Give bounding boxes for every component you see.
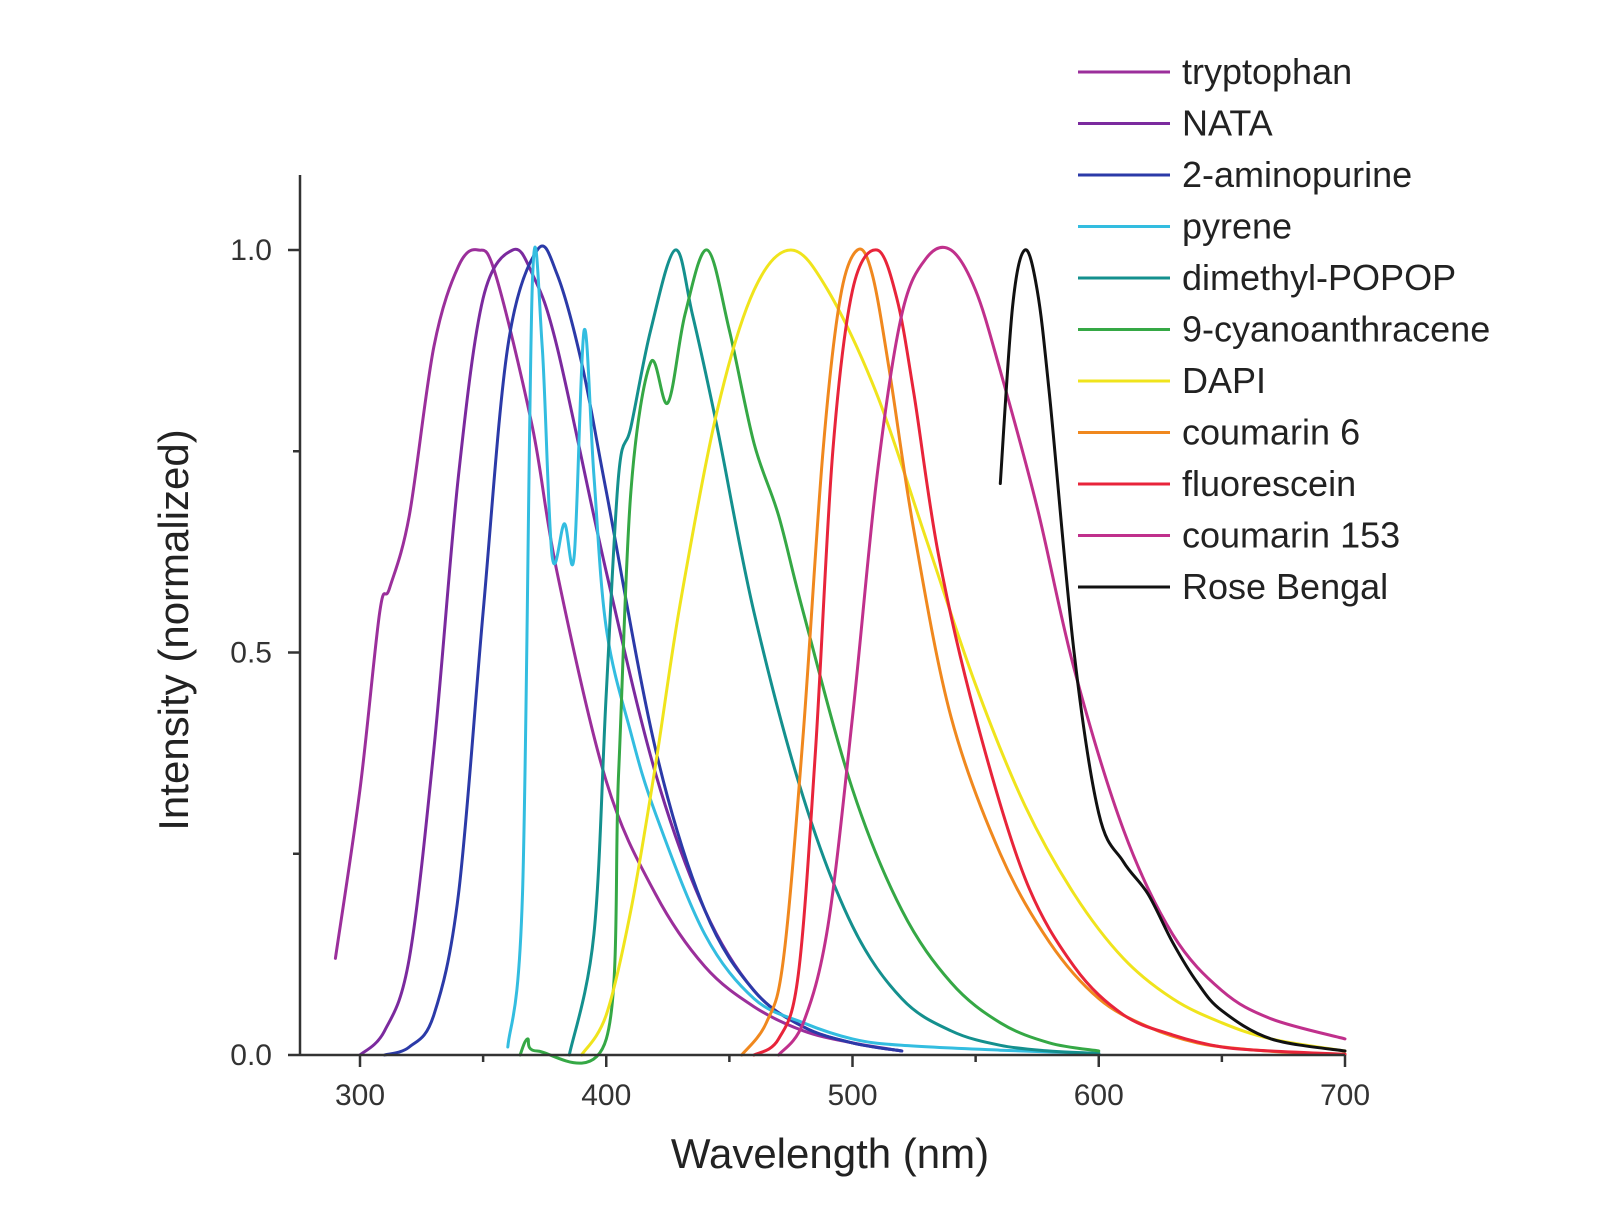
legend-entry: dimethyl-POPOP <box>1078 257 1456 298</box>
legend-entry: 2-aminopurine <box>1078 154 1412 195</box>
legend-label: coumarin 153 <box>1182 515 1400 556</box>
legend-label: dimethyl-POPOP <box>1182 257 1456 298</box>
legend-label: 9-cyanoanthracene <box>1182 309 1490 350</box>
legend-entry: 9-cyanoanthracene <box>1078 309 1490 350</box>
legend-entry: tryptophan <box>1078 51 1352 92</box>
legend-entry: DAPI <box>1078 360 1266 401</box>
legend-label: NATA <box>1182 103 1273 144</box>
y-axis-title: Intensity (normalized) <box>150 429 197 830</box>
series-line-9-cyanoanthracene <box>518 248 1101 1065</box>
series-line-pyrene <box>506 245 1101 1055</box>
legend-entry: coumarin 153 <box>1078 515 1400 556</box>
x-ticks: 300 400 500 600 700 <box>335 1055 1370 1112</box>
legend-entry: coumarin 6 <box>1078 412 1360 453</box>
legend-label: fluorescein <box>1182 463 1356 504</box>
series-line-tryptophan <box>333 248 904 1053</box>
legend-label: tryptophan <box>1182 51 1352 92</box>
series-line-dapi <box>580 248 1347 1057</box>
y-tick-label: 0.0 <box>230 1039 272 1072</box>
x-tick-label: 500 <box>827 1079 877 1112</box>
legend-entry: Rose Bengal <box>1078 566 1388 607</box>
legend-entry: fluorescein <box>1078 463 1356 504</box>
plot-area <box>333 244 1347 1065</box>
x-tick-label: 300 <box>335 1079 385 1112</box>
legend-entry: NATA <box>1078 103 1273 144</box>
y-tick-label: 1.0 <box>230 234 272 267</box>
y-tick-label: 0.5 <box>230 637 272 670</box>
legend-entry: pyrene <box>1078 206 1292 247</box>
series-line-fluorescein <box>752 248 1347 1057</box>
series-line-coumarin-153 <box>777 245 1347 1057</box>
series-line-2-aminopurine <box>383 244 904 1057</box>
legend-label: coumarin 6 <box>1182 412 1360 453</box>
x-tick-label: 600 <box>1074 1079 1124 1112</box>
x-axis-title: Wavelength (nm) <box>671 1130 989 1177</box>
legend-label: Rose Bengal <box>1182 566 1388 607</box>
legend: tryptophan NATA 2-aminopurine pyrene dimethy… <box>1078 51 1490 607</box>
legend-label: DAPI <box>1182 360 1266 401</box>
axes: 300 400 500 600 700 0.0 0.5 1.0 <box>230 175 1370 1112</box>
x-tick-label: 400 <box>581 1079 631 1112</box>
series-line-rose-bengal <box>998 248 1347 1053</box>
x-tick-label: 700 <box>1320 1079 1370 1112</box>
y-ticks: 0.0 0.5 1.0 <box>230 234 300 1072</box>
legend-label: 2-aminopurine <box>1182 154 1412 195</box>
series-line-dimethyl-popop <box>567 248 1101 1057</box>
legend-label: pyrene <box>1182 206 1292 247</box>
